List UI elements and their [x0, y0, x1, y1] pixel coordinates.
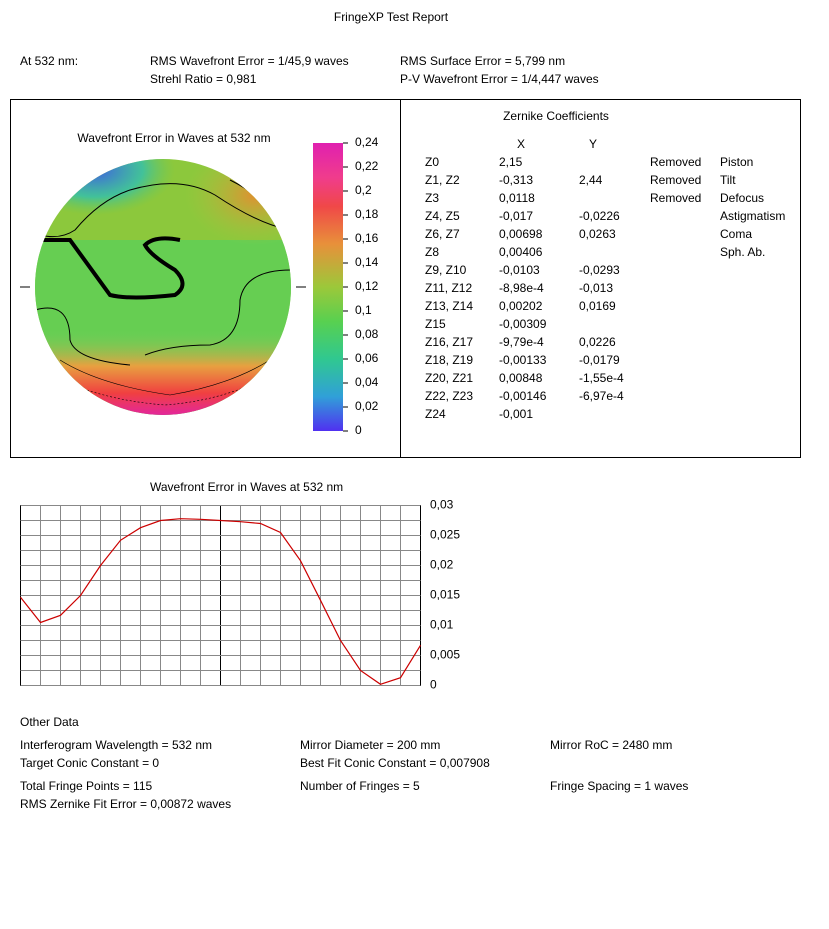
rms-surface: RMS Surface Error = 5,799 nm [400, 54, 565, 68]
zernike-term: Z11, Z12 [425, 281, 472, 295]
zernike-term: Z9, Z10 [425, 263, 467, 277]
zernike-status: Removed [650, 155, 701, 169]
zernike-y: -0,0293 [579, 263, 620, 277]
zernike-status: Removed [650, 173, 701, 187]
zernike-term: Z24 [425, 407, 446, 421]
colorbar-label: 0,22 [355, 159, 379, 173]
other-item: Target Conic Constant = 0 [20, 756, 159, 770]
zernike-x: -0,00133 [499, 353, 547, 367]
zernike-name: Piston [720, 155, 753, 169]
other-item: Interferogram Wavelength = 532 nm [20, 738, 212, 752]
other-item: Total Fringe Points = 115 [20, 779, 153, 793]
zernike-term: Z22, Z23 [425, 389, 473, 403]
map-title: Wavefront Error in Waves at 532 nm [77, 131, 270, 145]
colorbar-label: 0,08 [355, 327, 379, 341]
other-title: Other Data [20, 715, 79, 729]
zernike-status: Removed [650, 191, 701, 205]
zernike-y: -6,97e-4 [579, 389, 624, 403]
line-series [20, 518, 422, 685]
col-header: X [517, 137, 525, 151]
other-item: RMS Zernike Fit Error = 0,00872 waves [20, 797, 231, 811]
zernike-name: Defocus [720, 191, 764, 205]
zernike-term: Z18, Z19 [425, 353, 473, 367]
colorbar-label: 0,16 [355, 231, 379, 245]
zernike-term: Z20, Z21 [425, 371, 473, 385]
zernike-term: Z6, Z7 [425, 227, 460, 241]
zernike-x: -9,79e-4 [499, 335, 544, 349]
colorbar-label: 0,2 [355, 183, 372, 197]
zernike-y: 0,0263 [579, 227, 616, 241]
wavefront-map [35, 159, 291, 415]
other-item: Number of Fringes = 5 [300, 779, 420, 793]
chart-title: Wavefront Error in Waves at 532 nm [150, 480, 343, 494]
zernike-x: -0,017 [499, 209, 533, 223]
other-item: Best Fit Conic Constant = 0,007908 [300, 756, 490, 770]
colorbar-label: 0,1 [355, 303, 372, 317]
zernike-y: 0,0169 [579, 299, 616, 313]
zernike-y: 0,0226 [579, 335, 616, 349]
pv-wavefront: P-V Wavefront Error = 1/4,447 waves [400, 72, 599, 86]
strehl: Strehl Ratio = 0,981 [150, 72, 257, 86]
colorbar-label: 0,06 [355, 351, 379, 365]
col-header: Y [589, 137, 597, 151]
colorbar-label: 0 [355, 423, 362, 437]
colorbar-label: 0,12 [355, 279, 379, 293]
colorbar-label: 0,24 [355, 135, 379, 149]
y-tick-label: 0,02 [430, 558, 454, 572]
zernike-term: Z15 [425, 317, 446, 331]
zernike-term: Z0 [425, 155, 439, 169]
zernike-term: Z1, Z2 [425, 173, 460, 187]
zernike-term: Z3 [425, 191, 439, 205]
zernike-x: 0,00698 [499, 227, 543, 241]
zernike-term: Z4, Z5 [425, 209, 460, 223]
zernike-title: Zernike Coefficients [503, 109, 609, 123]
zernike-x: -0,00146 [499, 389, 547, 403]
y-tick-label: 0,005 [430, 648, 460, 662]
zernike-term: Z16, Z17 [425, 335, 473, 349]
zernike-y: -0,0179 [579, 353, 620, 367]
report-title: FringeXP Test Report [334, 10, 449, 24]
zernike-y: -0,013 [579, 281, 613, 295]
colorbar-label: 0,14 [355, 255, 379, 269]
other-item: Fringe Spacing = 1 waves [550, 779, 688, 793]
zernike-x: -0,0103 [499, 263, 540, 277]
y-tick-label: 0,01 [430, 618, 454, 632]
zernike-y: -1,55e-4 [579, 371, 624, 385]
y-tick-label: 0,03 [430, 498, 454, 512]
zernike-x: 0,0118 [499, 191, 535, 205]
zernike-x: -8,98e-4 [499, 281, 544, 295]
rms-wavefront: RMS Wavefront Error = 1/45,9 waves [150, 54, 349, 68]
other-item: Mirror Diameter = 200 mm [300, 738, 440, 752]
y-tick-label: 0,025 [430, 528, 460, 542]
zernike-x: 0,00406 [499, 245, 543, 259]
colorbar-label: 0,02 [355, 399, 379, 413]
zernike-term: Z13, Z14 [425, 299, 473, 313]
y-tick-label: 0,015 [430, 588, 460, 602]
other-item: Mirror RoC = 2480 mm [550, 738, 672, 752]
colorbar-label: 0,18 [355, 207, 379, 221]
colorbar-label: 0,04 [355, 375, 379, 389]
map-box [10, 99, 801, 458]
y-tick-label: 0 [430, 678, 437, 692]
zernike-name: Tilt [720, 173, 736, 187]
colorbar [313, 143, 343, 431]
zernike-x: -0,313 [499, 173, 533, 187]
zernike-x: -0,00309 [499, 317, 547, 331]
zernike-x: -0,001 [499, 407, 533, 421]
zernike-name: Sph. Ab. [720, 245, 765, 259]
zernike-y: -0,0226 [579, 209, 620, 223]
zernike-y: 2,44 [579, 173, 603, 187]
zernike-name: Coma [720, 227, 752, 241]
wavelength: At 532 nm: [20, 54, 78, 68]
zernike-name: Astigmatism [720, 209, 785, 223]
zernike-x: 2,15 [499, 155, 523, 169]
zernike-x: 0,00848 [499, 371, 543, 385]
zernike-x: 0,00202 [499, 299, 543, 313]
zernike-term: Z8 [425, 245, 439, 259]
